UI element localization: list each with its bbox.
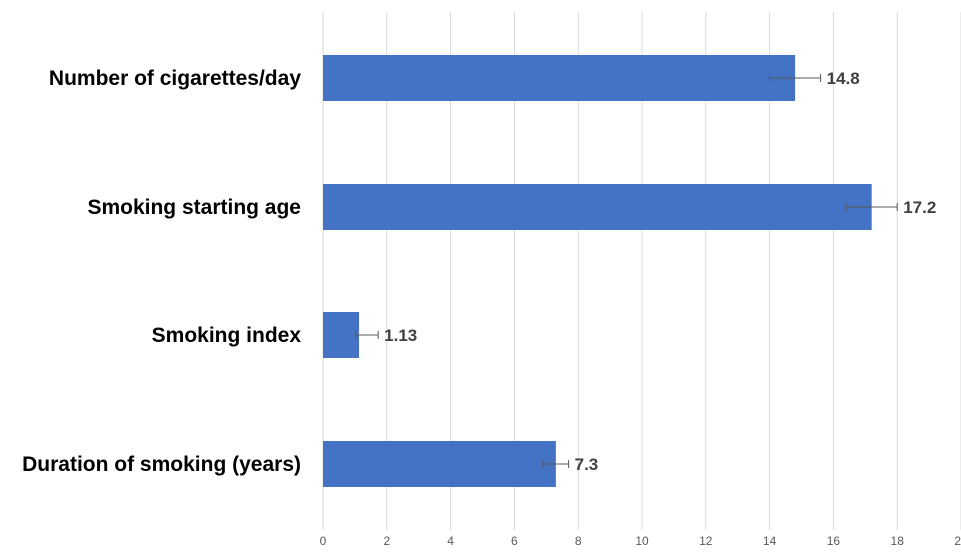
bar: [323, 55, 796, 101]
x-tick-label: 8: [575, 534, 582, 548]
category-label: Smoking starting age: [87, 196, 301, 219]
x-tick-label: 10: [635, 534, 649, 548]
bars: [323, 55, 872, 487]
bar: [323, 441, 556, 487]
x-tick-label: 6: [511, 534, 518, 548]
data-labels: 14.8 17.2 1.13 7.3: [384, 69, 936, 474]
x-tick-label: 18: [891, 534, 905, 548]
bar: [323, 312, 360, 358]
data-label: 14.8: [827, 69, 860, 88]
data-label: 17.2: [903, 198, 936, 217]
data-label: 1.13: [384, 326, 417, 345]
x-tick-label: 20: [954, 534, 961, 548]
category-label: Smoking index: [152, 324, 302, 347]
category-labels: Number of cigarettes/day Smoking starting…: [22, 67, 301, 476]
x-tick-label: 14: [763, 534, 777, 548]
category-label: Number of cigarettes/day: [49, 67, 301, 90]
x-tick-label: 12: [699, 534, 713, 548]
category-label: Duration of smoking (years): [22, 453, 301, 476]
x-axis-tick-labels: 0 2 4 6 8 10 12 14 16 18 20: [320, 534, 961, 548]
x-tick-label: 16: [827, 534, 841, 548]
x-tick-label: 2: [383, 534, 390, 548]
bar: [323, 184, 872, 230]
x-tick-label: 0: [320, 534, 327, 548]
x-tick-label: 4: [447, 534, 454, 548]
data-label: 7.3: [575, 455, 599, 474]
error-bars: [355, 74, 898, 468]
